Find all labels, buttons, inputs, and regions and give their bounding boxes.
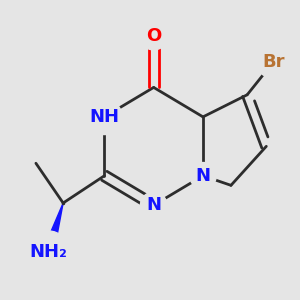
Text: NH: NH <box>89 108 119 126</box>
Circle shape <box>87 99 122 134</box>
Polygon shape <box>43 203 63 253</box>
Text: O: O <box>146 27 161 45</box>
Circle shape <box>140 192 167 218</box>
Circle shape <box>140 22 168 50</box>
Circle shape <box>190 163 216 189</box>
Circle shape <box>28 231 69 272</box>
Circle shape <box>257 45 291 79</box>
Text: NH₂: NH₂ <box>29 243 68 261</box>
Text: N: N <box>196 167 211 185</box>
Text: N: N <box>146 196 161 214</box>
Text: Br: Br <box>262 53 285 71</box>
